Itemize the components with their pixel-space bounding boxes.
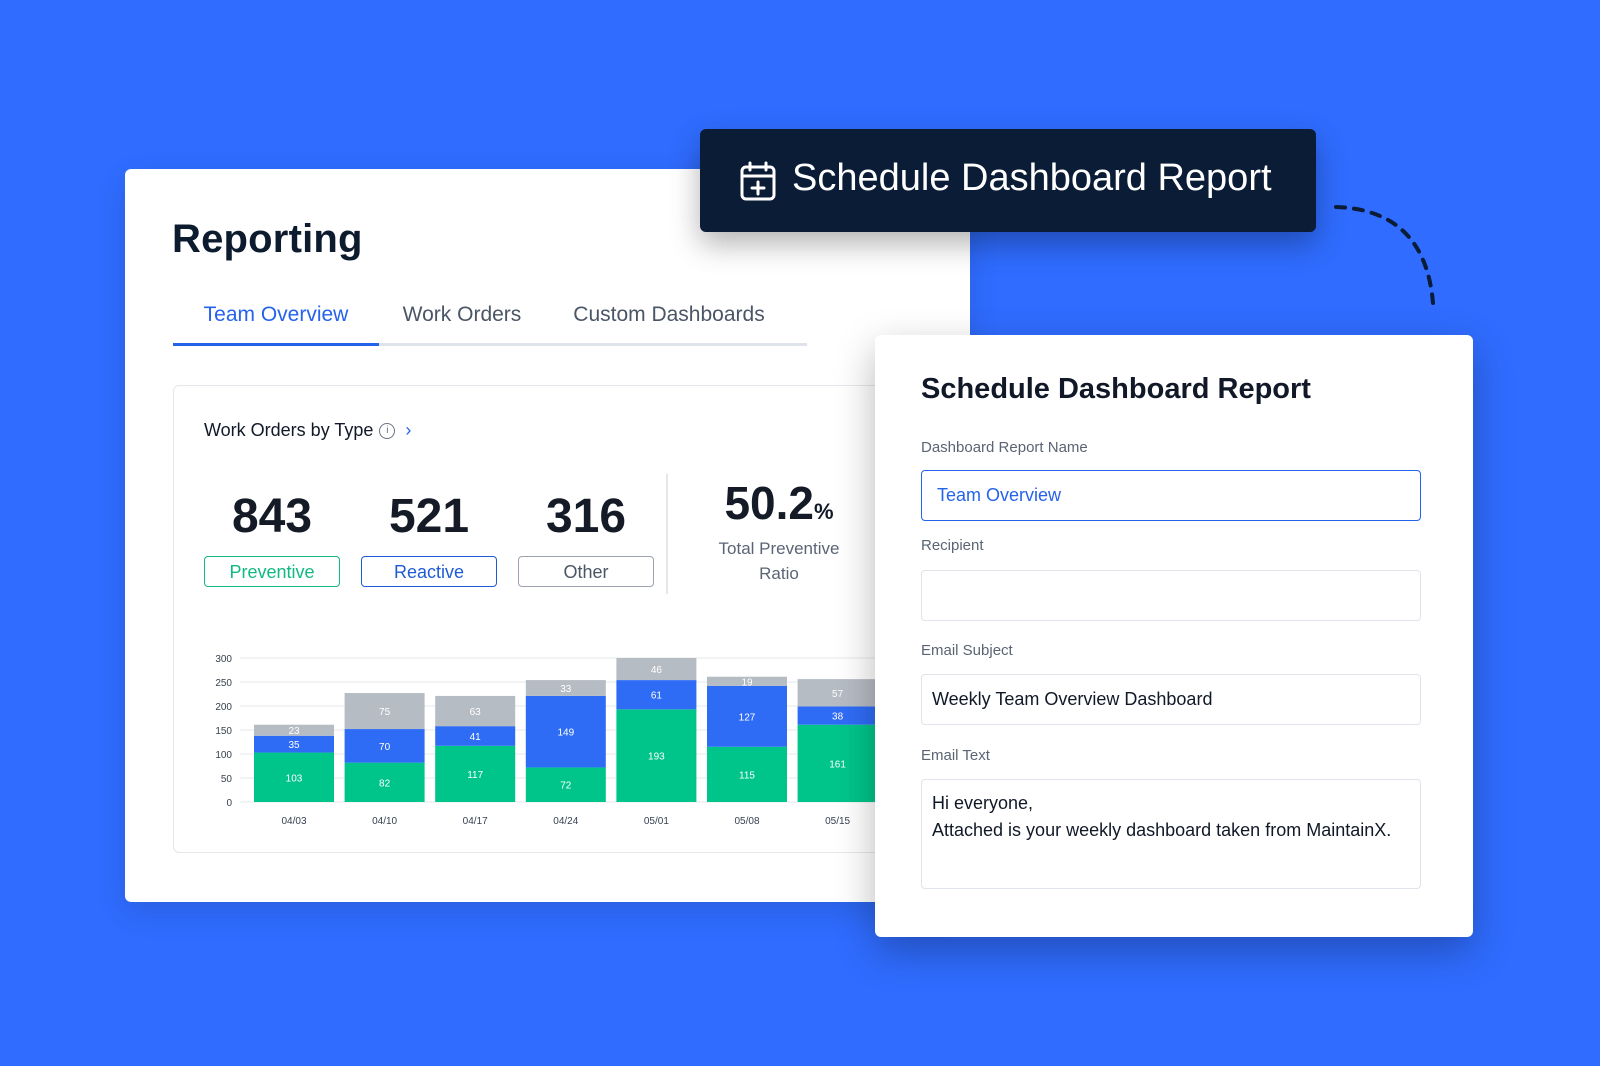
ratio-value: 50.2 [724,477,814,529]
bar-other [344,693,425,730]
dashed-connector [1334,205,1435,305]
reactive-badge[interactable]: Reactive [361,556,497,587]
email-subject-input[interactable] [921,674,1421,725]
bar-other [254,724,334,736]
bar-value-label: 103 [286,773,303,784]
bar-preventive [344,762,425,802]
stat-reactive: 521 Reactive [361,488,497,587]
bar-preventive [797,724,878,802]
x-tick-label: 05/01 [644,816,669,827]
bar-value-label: 149 [557,728,574,739]
bar-value-label: 63 [470,707,482,718]
recipient-label: Recipient [921,537,984,554]
y-tick-label: 0 [226,798,232,809]
y-tick-label: 250 [215,678,232,689]
bar-reactive [435,726,516,746]
widget-title: Work Orders by Type i › [204,420,411,441]
stat-value: 316 [545,490,627,543]
stats-divider [666,474,668,594]
bar-reactive [344,729,425,763]
preventive-ratio: 50.2% Total Preventive Ratio [684,476,874,586]
bar-value-label: 70 [379,742,391,753]
x-tick-label: 05/15 [825,816,850,827]
y-tick-label: 100 [215,750,232,761]
bar-preventive [707,746,787,802]
other-badge[interactable]: Other [518,556,654,587]
x-tick-label: 05/08 [734,816,759,827]
banner-title: Schedule Dashboard Report [792,157,1272,199]
bar-value-label: 193 [648,752,665,763]
reporting-card: Reporting Team Overview Work Orders Cust… [125,169,970,902]
bar-value-label: 127 [739,712,756,723]
bar-preventive [525,767,606,802]
tab-bar: Team Overview Work Orders Custom Dashboa… [173,293,807,346]
email-text-label: Email Text [921,747,990,764]
recipient-input[interactable] [921,570,1421,621]
work-orders-by-type-widget: Work Orders by Type i › 843 Preventive 5… [173,385,915,853]
bar-value-label: 82 [379,778,391,789]
info-icon[interactable]: i [379,422,396,439]
tab-work-orders[interactable]: Work Orders [402,303,522,326]
bar-value-label: 38 [832,712,844,723]
bar-value-label: 41 [470,732,482,743]
x-tick-label: 04/24 [553,816,578,827]
ratio-label: Total Preventive Ratio [718,539,840,583]
tab-custom-dashboards[interactable]: Custom Dashboards [573,303,765,326]
tab-team-overview[interactable]: Team Overview [203,303,349,326]
bar-value-label: 61 [651,691,663,702]
bar-value-label: 161 [829,759,846,770]
bar-other [435,695,516,727]
bar-other [707,676,787,686]
bar-other [616,658,697,681]
stacked-bar-chart: 0 50 100 150 200 250 300 103 35 23 04/03 82 70 75 04/1… [215,654,914,827]
modal-title: Schedule Dashboard Report [921,373,1311,405]
bar-other [797,679,878,707]
bar-reactive [254,735,334,753]
bar-preventive [435,745,516,802]
email-text-textarea[interactable]: Hi everyone, Attached is your weekly das… [921,779,1421,889]
bar-preventive [616,709,697,802]
bar-other [525,680,606,696]
bar-value-label: 72 [560,781,572,792]
stat-other: 316 Other [518,488,654,587]
y-tick-label: 150 [215,726,232,737]
calendar-plus-icon [740,161,776,201]
report-name-label: Dashboard Report Name [921,439,1088,456]
y-tick-label: 200 [215,702,232,713]
bar-value-label: 33 [560,684,572,695]
chevron-right-icon[interactable]: › [405,420,412,440]
bar-value-label: 117 [467,770,483,781]
email-subject-label: Email Subject [921,642,1013,659]
bar-reactive [525,695,606,768]
schedule-report-banner[interactable]: Schedule Dashboard Report [700,129,1316,232]
x-tick-label: 04/17 [463,816,488,827]
bar-value-label: 46 [651,665,663,676]
stat-preventive: 843 Preventive [204,488,340,587]
active-tab-indicator [173,343,379,346]
y-tick-label: 300 [215,654,232,665]
bar-value-label: 115 [739,770,755,781]
stat-value: 843 [231,490,313,543]
bar-reactive [616,680,697,710]
bar-preventive [254,752,334,802]
x-tick-label: 04/10 [372,816,397,827]
schedule-report-modal: Schedule Dashboard Report Dashboard Repo… [875,335,1473,937]
x-tick-label: 04/03 [281,816,306,827]
bar-value-label: 75 [379,707,391,718]
preventive-badge[interactable]: Preventive [204,556,340,587]
page-title: Reporting [172,217,363,261]
bar-value-label: 57 [832,689,844,700]
report-name-input[interactable] [921,470,1421,521]
stat-value: 521 [388,490,470,543]
bar-reactive [707,685,787,747]
bar-reactive [797,706,878,725]
widget-title-text: Work Orders by Type [204,420,374,440]
y-tick-label: 50 [221,774,233,785]
ratio-unit: % [813,499,834,524]
bar-value-label: 23 [288,726,300,737]
bar-value-label: 19 [741,677,753,688]
bar-value-label: 35 [288,740,300,751]
